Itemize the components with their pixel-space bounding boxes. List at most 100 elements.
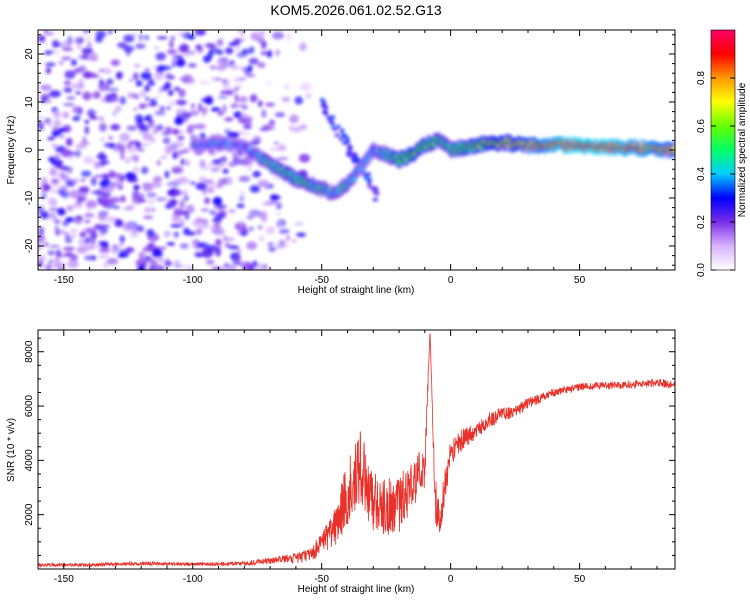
spectrogram-noise-cell bbox=[38, 115, 44, 120]
colorbar-tick-label: 0.0 bbox=[696, 263, 707, 277]
spectrogram-noise-cell bbox=[55, 249, 62, 258]
spectrogram-noise-cell bbox=[98, 68, 106, 73]
spectrogram-noise-cell bbox=[220, 266, 228, 270]
spectrogram-noise-cell bbox=[84, 119, 89, 124]
spectrogram-noise-cell bbox=[68, 155, 74, 161]
y-tick-label: -10 bbox=[24, 190, 35, 205]
spectrogram-noise-cell bbox=[269, 147, 280, 151]
spectrogram-noise-cell bbox=[218, 95, 228, 99]
spectrogram-noise-cell bbox=[278, 228, 290, 234]
spectrogram-noise-cell bbox=[147, 241, 156, 251]
spectrogram-noise-cell bbox=[298, 153, 311, 163]
spectrogram-noise-cell bbox=[215, 65, 227, 71]
spectrogram-noise-cell bbox=[200, 208, 210, 212]
snr-plot-area bbox=[38, 333, 675, 569]
spectrogram-noise-cell bbox=[167, 89, 174, 96]
spectrogram-noise-cell bbox=[98, 248, 111, 254]
spectrogram-noise-cell bbox=[275, 49, 280, 57]
spectrogram-noise-cell bbox=[211, 228, 221, 233]
spectrogram-noise-cell bbox=[85, 208, 92, 212]
spectrogram-noise-cell bbox=[277, 157, 289, 161]
spectrogram-noise-cell bbox=[291, 238, 297, 243]
spectrogram-noise-cell bbox=[52, 130, 60, 138]
spectrogram-noise-cell bbox=[126, 148, 138, 154]
spectrogram-noise-cell bbox=[274, 112, 286, 118]
spectrogram-noise-cell bbox=[115, 71, 123, 80]
spectrogram-noise-cell bbox=[106, 216, 117, 223]
spectrogram-noise-cell bbox=[123, 206, 133, 211]
spectrogram-noise-cell bbox=[275, 222, 282, 229]
spectrogram-noise-cell bbox=[44, 51, 52, 55]
spectrogram-noise-cell bbox=[70, 59, 77, 66]
x-tick-label: 0 bbox=[448, 574, 454, 585]
spectrogram-noise-cell bbox=[49, 189, 61, 193]
spectrogram-noise-cell bbox=[131, 228, 137, 235]
y-tick-label: 10 bbox=[24, 96, 35, 108]
spectrogram-noise-cell bbox=[158, 257, 165, 263]
spectrogram-noise-cell bbox=[82, 136, 87, 143]
spectrogram-spur-cell bbox=[330, 121, 336, 126]
spectrogram-noise-cell bbox=[159, 106, 165, 111]
spectrogram-noise-cell bbox=[261, 109, 267, 118]
spectrogram-noise-cell bbox=[270, 194, 279, 202]
spectrogram-noise-cell bbox=[181, 190, 189, 197]
spectrogram-noise-cell bbox=[230, 103, 238, 109]
spectrogram-noise-cell bbox=[266, 50, 273, 58]
spectrogram-noise-cell bbox=[241, 232, 247, 236]
spectrogram-noise-cell bbox=[119, 195, 126, 203]
spectrogram-noise-cell bbox=[53, 119, 62, 127]
spectrogram-noise-cell bbox=[239, 219, 244, 227]
spectrogram-noise-cell bbox=[119, 132, 131, 142]
spectrogram-noise-cell bbox=[65, 179, 76, 187]
colorbar-tick-label: 0.8 bbox=[696, 71, 707, 85]
spectrogram-noise-cell bbox=[185, 159, 191, 167]
spectrogram-noise-cell bbox=[108, 172, 120, 178]
spectrogram-noise-cell bbox=[186, 126, 194, 135]
spectrogram-noise-cell bbox=[86, 110, 99, 114]
spectrogram-noise-cell bbox=[133, 184, 141, 191]
spectrogram-noise-cell bbox=[237, 30, 246, 33]
spectrogram-noise-cell bbox=[161, 130, 171, 136]
spectrogram-image bbox=[38, 30, 675, 270]
spectrogram-spur-cell bbox=[366, 180, 372, 185]
spectrogram-noise-cell bbox=[43, 183, 50, 192]
spectrogram-noise-cell bbox=[161, 85, 168, 92]
spectrogram-noise-cell bbox=[201, 97, 206, 102]
spectrogram-noise-cell bbox=[61, 56, 72, 61]
spectrogram-noise-cell bbox=[171, 128, 180, 135]
spectrogram-noise-cell bbox=[52, 200, 57, 209]
spectrogram-noise-cell bbox=[249, 226, 254, 231]
spectrogram-noise-cell bbox=[257, 100, 263, 108]
spectrogram-noise-cell bbox=[173, 232, 180, 237]
spectrogram-noise-cell bbox=[146, 228, 155, 237]
spectrogram-noise-cell bbox=[229, 60, 235, 65]
spectrogram-noise-cell bbox=[119, 147, 126, 155]
spectrogram-noise-cell bbox=[123, 34, 135, 43]
x-tick-label: 0 bbox=[448, 275, 454, 286]
spectrogram-noise-cell bbox=[153, 46, 160, 50]
spectrogram-noise-cell bbox=[91, 190, 103, 195]
spectrogram-noise-cell bbox=[167, 189, 178, 197]
spectrogram-spur-cell bbox=[339, 128, 345, 133]
spectrogram-noise-cell bbox=[141, 142, 150, 147]
spectrogram-noise-cell bbox=[38, 259, 43, 268]
spectrogram-spur-cell bbox=[321, 100, 327, 105]
y-tick-label: -20 bbox=[24, 238, 35, 253]
spectrogram-noise-cell bbox=[190, 181, 196, 185]
spectrogram-noise-cell bbox=[235, 45, 241, 52]
spectrogram-noise-cell bbox=[232, 76, 244, 83]
spectrogram-noise-cell bbox=[217, 178, 228, 186]
spectrogram-noise-cell bbox=[119, 144, 128, 149]
spectrogram-noise-cell bbox=[54, 261, 66, 270]
spectrogram-noise-cell bbox=[45, 263, 52, 270]
spectrogram-noise-cell bbox=[179, 264, 190, 269]
spectrogram-noise-cell bbox=[58, 134, 66, 139]
spectrogram-noise-cell bbox=[90, 177, 97, 186]
spectrogram-noise-cell bbox=[78, 37, 84, 42]
spectrogram-noise-cell bbox=[164, 261, 174, 266]
x-tick-label: -100 bbox=[183, 275, 203, 286]
spectrogram-noise-cell bbox=[97, 196, 102, 205]
spectrogram-noise-cell bbox=[93, 174, 106, 179]
spectrogram-noise-cell bbox=[146, 190, 154, 199]
